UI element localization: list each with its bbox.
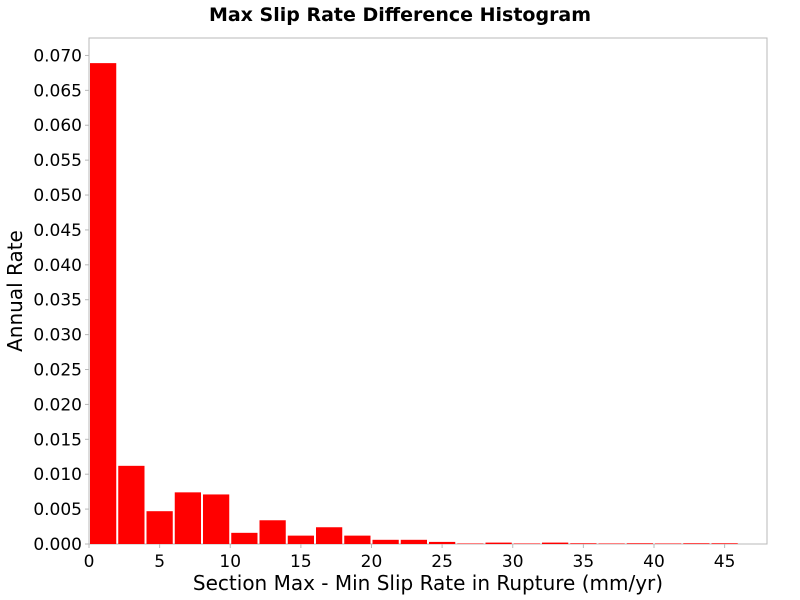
x-tick-label: 5 bbox=[154, 552, 165, 572]
histogram-bar bbox=[626, 543, 653, 544]
x-axis-ticks: 0 5 10 15 20 25 30 35 40 45 bbox=[84, 544, 736, 572]
y-tick-label: 0.040 bbox=[33, 256, 82, 276]
histogram-bar bbox=[316, 527, 343, 544]
x-tick-label: 45 bbox=[714, 552, 736, 572]
histogram-bar bbox=[683, 543, 710, 544]
y-tick-label: 0.035 bbox=[33, 291, 82, 311]
histogram-bar bbox=[513, 543, 540, 544]
y-tick-label: 0.020 bbox=[33, 395, 82, 415]
histogram-bar bbox=[118, 465, 145, 544]
histogram-bar bbox=[90, 63, 117, 544]
y-tick-label: 0.010 bbox=[33, 465, 82, 485]
y-tick-label: 0.025 bbox=[33, 361, 82, 381]
chart-title: Max Slip Rate Difference Histogram bbox=[209, 4, 591, 26]
histogram-bar bbox=[485, 542, 512, 544]
histogram-bar bbox=[203, 494, 230, 544]
x-axis-label: Section Max - Min Slip Rate in Rupture (… bbox=[193, 571, 663, 595]
x-tick-label: 15 bbox=[290, 552, 312, 572]
y-tick-label: 0.005 bbox=[33, 500, 82, 520]
x-tick-label: 30 bbox=[502, 552, 524, 572]
x-tick-label: 25 bbox=[431, 552, 453, 572]
histogram-bar bbox=[429, 541, 456, 544]
y-axis-label: Annual Rate bbox=[3, 230, 27, 352]
histogram-bar bbox=[711, 543, 738, 544]
histogram-bar bbox=[174, 492, 201, 544]
plot-area bbox=[88, 37, 768, 545]
x-tick-label: 35 bbox=[573, 552, 595, 572]
histogram-bar bbox=[372, 539, 399, 544]
histogram-bar bbox=[570, 543, 597, 544]
histogram-bar bbox=[344, 535, 371, 544]
histogram-bar bbox=[598, 543, 625, 544]
y-tick-label: 0.070 bbox=[33, 46, 82, 66]
x-tick-label: 20 bbox=[361, 552, 383, 572]
histogram-bar bbox=[655, 543, 682, 544]
histogram-bar bbox=[457, 543, 484, 544]
y-tick-label: 0.050 bbox=[33, 186, 82, 206]
y-tick-label: 0.065 bbox=[33, 81, 82, 101]
y-tick-label: 0.000 bbox=[33, 535, 82, 555]
histogram-bar bbox=[231, 532, 258, 544]
x-tick-label: 0 bbox=[84, 552, 95, 572]
y-tick-label: 0.045 bbox=[33, 221, 82, 241]
y-tick-label: 0.060 bbox=[33, 116, 82, 136]
histogram-bar bbox=[400, 539, 427, 544]
bars bbox=[90, 63, 738, 544]
histogram-bar bbox=[287, 535, 314, 544]
y-tick-label: 0.055 bbox=[33, 151, 82, 171]
histogram-bar bbox=[259, 520, 286, 544]
x-tick-label: 10 bbox=[219, 552, 241, 572]
histogram-bar bbox=[542, 542, 569, 544]
y-axis-ticks: 0.000 0.005 0.010 0.015 0.020 0.025 0.030 0.035… bbox=[33, 46, 89, 555]
y-tick-label: 0.030 bbox=[33, 326, 82, 346]
histogram-bar bbox=[146, 511, 173, 544]
x-tick-label: 40 bbox=[643, 552, 665, 572]
y-tick-label: 0.015 bbox=[33, 430, 82, 450]
